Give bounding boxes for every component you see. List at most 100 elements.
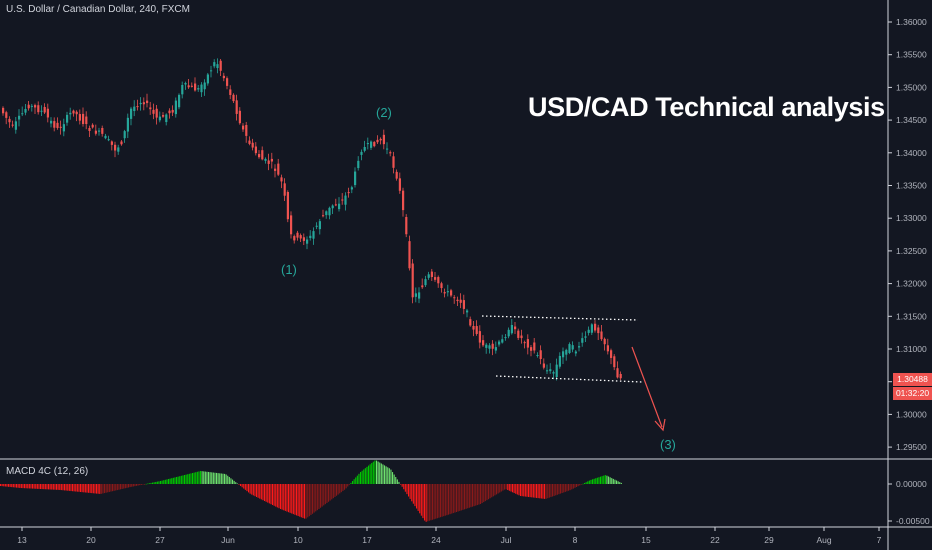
- macd-bar: [508, 484, 510, 491]
- candle-body: [37, 105, 40, 113]
- candle-body: [94, 130, 97, 134]
- candle-body: [270, 158, 273, 162]
- candle-body: [542, 363, 545, 368]
- macd-indicator-title[interactable]: MACD 4C (12, 26): [6, 466, 89, 477]
- macd-bar: [105, 484, 107, 493]
- candle-body: [258, 154, 261, 158]
- macd-bar: [254, 484, 256, 497]
- candle-body: [296, 232, 299, 238]
- macd-bar: [542, 484, 544, 499]
- macd-bar: [281, 484, 283, 510]
- candle-body: [142, 102, 145, 105]
- candle-body: [555, 364, 558, 377]
- macd-bar: [318, 484, 320, 509]
- macd-bar: [4, 484, 6, 487]
- candle-body: [382, 134, 385, 145]
- macd-bar: [326, 484, 328, 503]
- macd-bar: [300, 484, 302, 518]
- macd-bar: [576, 484, 578, 487]
- time-tick-label: Jul: [501, 535, 512, 545]
- macd-bar: [331, 484, 333, 500]
- macd-bar: [6, 484, 8, 487]
- macd-bar: [214, 472, 216, 484]
- macd-bar: [238, 484, 240, 485]
- macd-bar: [569, 484, 571, 491]
- macd-bar: [296, 484, 298, 516]
- macd-bar: [302, 484, 304, 518]
- macd-bar: [420, 484, 422, 516]
- macd-tick-label: -0.00500: [896, 516, 930, 526]
- time-tick-label: 22: [710, 535, 720, 545]
- candle-body: [386, 148, 389, 150]
- candle-body: [517, 330, 520, 338]
- macd-bar: [523, 484, 525, 497]
- macd-bar: [355, 477, 357, 484]
- macd-bar: [427, 484, 429, 522]
- macd-bar: [80, 484, 82, 492]
- macd-bar: [233, 480, 235, 484]
- macd-bar: [371, 463, 373, 484]
- candle-body: [530, 347, 533, 351]
- macd-bar: [89, 484, 91, 493]
- macd-bar: [94, 484, 96, 494]
- macd-bar: [603, 475, 605, 484]
- macd-bar: [590, 479, 592, 484]
- macd-bar: [144, 484, 146, 485]
- macd-bar: [478, 484, 480, 505]
- macd-bar: [502, 484, 504, 491]
- candle-body: [344, 195, 347, 205]
- macd-bar: [33, 484, 35, 489]
- macd-bar: [35, 484, 37, 489]
- macd-bar: [433, 484, 435, 520]
- candle-body: [552, 372, 555, 374]
- price-tick-label: 1.32500: [896, 246, 927, 256]
- macd-bar: [422, 484, 424, 519]
- macd-bar: [465, 484, 467, 509]
- macd-bar: [444, 484, 446, 516]
- macd-bar: [472, 484, 474, 507]
- macd-bar: [65, 484, 67, 491]
- macd-bar: [401, 484, 403, 487]
- macd-bar: [548, 484, 550, 498]
- price-tick-label: 1.31500: [896, 311, 927, 321]
- candle-body: [194, 83, 197, 91]
- macd-bar: [225, 474, 227, 484]
- candle-body: [152, 109, 155, 114]
- candle-body: [466, 310, 469, 313]
- macd-bar: [172, 477, 174, 484]
- macd-bar: [428, 484, 430, 521]
- macd-bar: [356, 475, 358, 484]
- macd-bar: [56, 484, 58, 490]
- macd-bar: [568, 484, 570, 491]
- candle-body: [286, 192, 289, 220]
- macd-bar: [40, 484, 42, 489]
- macd-bar: [425, 484, 427, 522]
- macd-bar: [379, 462, 381, 484]
- candle-body: [568, 344, 571, 353]
- macd-bar: [336, 484, 338, 496]
- candle-body: [107, 139, 110, 141]
- candle-body: [354, 171, 357, 186]
- candle-body: [53, 121, 56, 128]
- macd-bar: [179, 476, 181, 484]
- candle-body: [299, 235, 302, 239]
- macd-bar: [488, 484, 490, 500]
- candle-body: [373, 142, 376, 147]
- macd-bar: [104, 484, 106, 494]
- macd-bar: [529, 484, 531, 498]
- macd-bar: [120, 484, 122, 490]
- candle-body: [328, 207, 331, 216]
- macd-bar: [617, 481, 619, 484]
- candle-body: [574, 351, 577, 354]
- candle-body: [222, 75, 225, 79]
- macd-bar: [129, 484, 131, 488]
- macd-bar: [310, 484, 312, 515]
- macd-bar: [384, 465, 386, 484]
- macd-bar: [483, 484, 485, 503]
- macd-bar: [534, 484, 536, 498]
- macd-bar: [291, 484, 293, 514]
- price-tick-label: 1.35000: [896, 82, 927, 92]
- macd-bar: [241, 484, 243, 488]
- macd-bar: [121, 484, 123, 489]
